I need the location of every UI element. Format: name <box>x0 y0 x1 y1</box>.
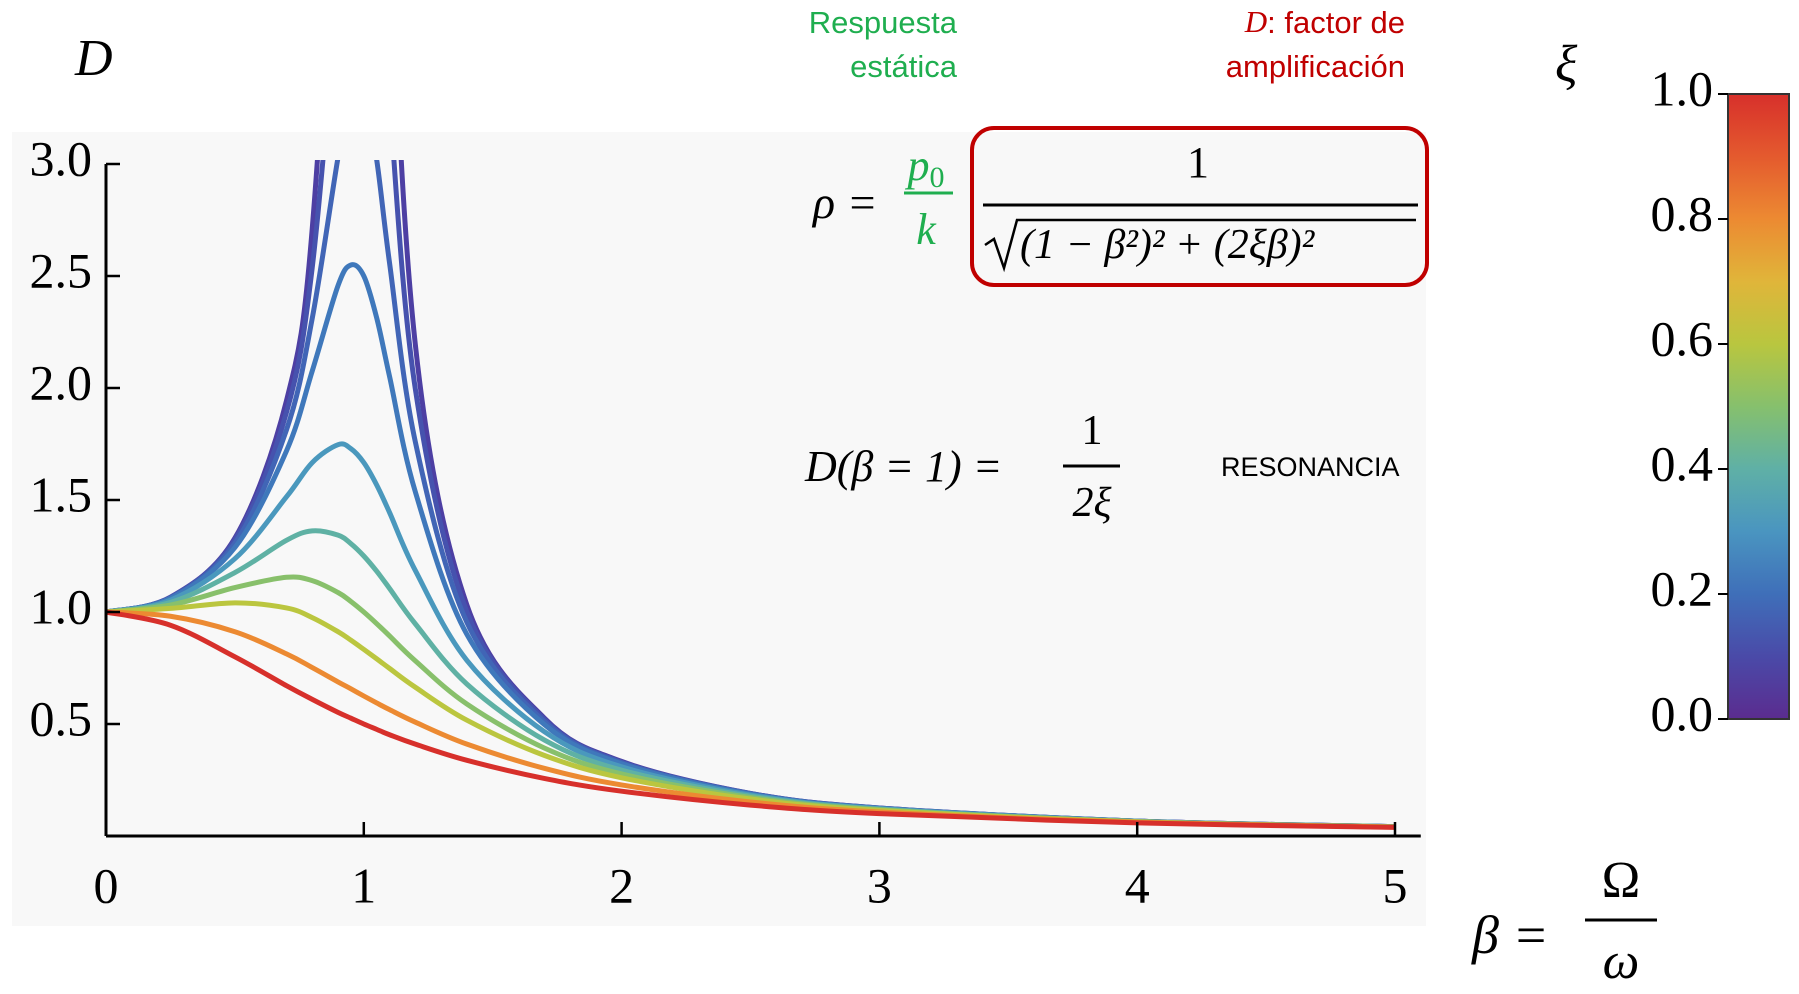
formula-k-text: k <box>916 205 937 254</box>
static-label-line: estática <box>850 49 958 84</box>
colorbar-tick-label: 0.0 <box>1651 685 1714 741</box>
resonance-den: 2ξ <box>1073 480 1112 526</box>
static-label: estática <box>850 49 958 84</box>
formula-one: 1 <box>1187 138 1209 187</box>
x-tick-label: 2 <box>609 857 634 913</box>
resonance-label-text: RESONANCIA <box>1221 452 1400 482</box>
colorbar-tick-label: 1.0 <box>1651 60 1714 116</box>
static-label: Respuesta <box>809 5 958 40</box>
sqrt-sign <box>984 218 1416 273</box>
formula-box <box>970 126 1429 287</box>
colorbar-label-text: ξ <box>1555 36 1578 93</box>
y-axis-label: D <box>74 30 113 87</box>
x-axis-label: Ω <box>1602 852 1641 909</box>
resonance-lhs-text: D(β = 1) = <box>804 442 1002 491</box>
x-tick-label: 4 <box>1125 857 1150 913</box>
formula-sub: 0 <box>930 161 945 194</box>
resonance-label: RESONANCIA <box>1221 452 1400 482</box>
y-tick-label: 0.5 <box>30 690 93 746</box>
formula-root-text: (1 − β²)² + (2ξβ)² <box>1020 222 1316 268</box>
formula-p-text: p <box>905 141 930 190</box>
colorbar-tick-label: 0.2 <box>1651 560 1714 616</box>
resonance-num: 1 <box>1082 408 1103 454</box>
colorbar-tick-label: 0.8 <box>1651 185 1714 241</box>
y-tick-label: 1.5 <box>30 466 93 522</box>
resonance-num-text: 1 <box>1082 408 1103 454</box>
amp-label-line: amplificación <box>1226 49 1405 84</box>
colorbar-label: ξ <box>1555 36 1578 93</box>
x-axis-label: β = <box>1471 905 1549 965</box>
x-tick-label: 0 <box>94 857 119 913</box>
curve <box>105 609 1396 830</box>
x-tick-label: 1 <box>351 857 376 913</box>
formula-k: k <box>916 205 937 254</box>
x-tick-label: 3 <box>867 857 892 913</box>
y-tick-label: 3.0 <box>30 130 93 186</box>
x-label-num: Ω <box>1602 852 1641 909</box>
resonance-lhs: D(β = 1) = <box>804 442 1002 491</box>
formula-one-text: 1 <box>1187 138 1209 187</box>
x-axis-label: ω <box>1603 933 1640 990</box>
curves <box>105 160 1396 830</box>
y-tick-label: 1.0 <box>30 578 93 634</box>
y-axis-label-text: D <box>74 30 113 87</box>
amp-label: amplificación <box>1226 49 1405 84</box>
x-tick-label: 5 <box>1383 857 1408 913</box>
amp-symbol: D <box>1244 4 1267 39</box>
y-tick-label: 2.0 <box>30 354 93 410</box>
y-tick-label: 2.5 <box>30 242 93 298</box>
amp-label-line: : factor de <box>1267 5 1405 40</box>
colorbar-tick-label: 0.4 <box>1651 435 1714 491</box>
amp-label: D: factor de <box>1244 4 1405 40</box>
formula-p: p0 <box>905 141 945 194</box>
static-label-line: Respuesta <box>809 5 958 40</box>
x-label-den: ω <box>1603 933 1640 990</box>
x-label-lhs: β = <box>1471 905 1549 965</box>
colorbar-tick-label: 0.6 <box>1651 310 1714 366</box>
formula-lhs: ρ = <box>811 177 878 228</box>
formula-lhs-text: ρ = <box>811 177 878 228</box>
resonance-den-text: 2ξ <box>1073 480 1112 526</box>
colorbar <box>1727 93 1790 720</box>
formula-root: (1 − β²)² + (2ξβ)² <box>1020 222 1316 268</box>
